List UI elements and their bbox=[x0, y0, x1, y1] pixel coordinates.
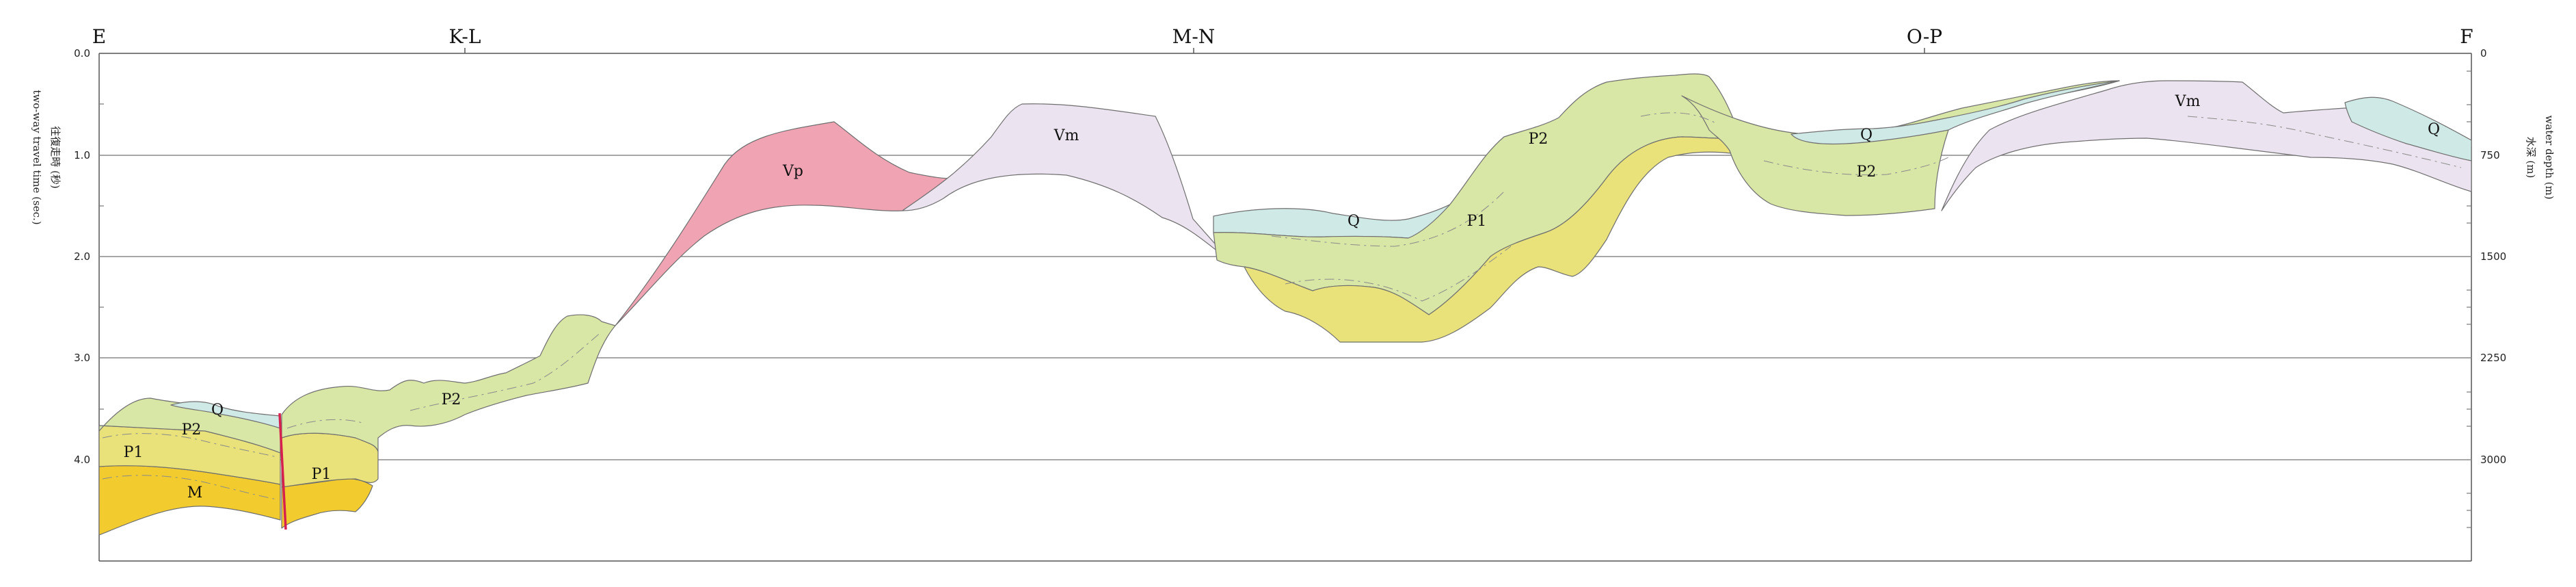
right-tick-2: 1500 bbox=[2480, 250, 2506, 263]
unit-P2-right-block bbox=[281, 314, 616, 452]
left-axis-title-en: two-way travel time (sec.) bbox=[31, 90, 43, 224]
left-tick-3: 3.0 bbox=[74, 352, 90, 364]
label-Vm-right: Vm bbox=[2175, 93, 2201, 110]
fault-line bbox=[278, 413, 287, 530]
unit-labels: Q P2 P1 M P1 P2 Vp Vm Q P1 P2 Q P2 Vm Q bbox=[124, 93, 2440, 501]
marker-ticks bbox=[464, 48, 1925, 53]
unit-P2-right bbox=[1681, 80, 2120, 216]
marker-KL: K-L bbox=[449, 25, 481, 48]
unit-Vp bbox=[615, 121, 968, 326]
section-markers: E K-L M-N O-P F bbox=[92, 25, 2473, 48]
marker-MN: M-N bbox=[1172, 25, 1216, 48]
label-P2-left: P2 bbox=[182, 421, 202, 439]
label-Q-middle: Q bbox=[1347, 213, 1360, 230]
left-axis: 0.0 1.0 2.0 3.0 4.0 往復走時 (秒) two-way tra… bbox=[31, 47, 90, 466]
unit-Q-right bbox=[1790, 80, 2120, 145]
marker-OP: O-P bbox=[1907, 25, 1942, 48]
label-P1-block: P1 bbox=[312, 466, 332, 483]
right-tick-3: 2250 bbox=[2480, 352, 2506, 364]
label-P1-middle: P1 bbox=[1467, 213, 1487, 230]
label-Q-far-right: Q bbox=[2428, 121, 2440, 138]
internal-reflectors bbox=[102, 112, 2462, 500]
left-tick-1: 1.0 bbox=[74, 149, 90, 161]
unit-Vm-middle bbox=[902, 103, 1231, 262]
unit-M-right-block bbox=[281, 478, 373, 529]
label-P2-middle: P2 bbox=[1529, 131, 1548, 148]
left-axis-title-cn: 往復走時 (秒) bbox=[49, 126, 62, 188]
marker-F: F bbox=[2460, 25, 2473, 48]
right-tick-4: 3000 bbox=[2480, 454, 2506, 466]
marker-E: E bbox=[92, 25, 106, 48]
right-axis-title-en: water depth (m) bbox=[2543, 115, 2555, 199]
label-Q-left: Q bbox=[211, 402, 224, 419]
label-P2-right: P2 bbox=[1857, 164, 1877, 181]
label-P2-block: P2 bbox=[442, 391, 461, 408]
label-Q-right: Q bbox=[1860, 127, 1873, 144]
label-M-left: M bbox=[187, 484, 203, 501]
right-tick-1: 750 bbox=[2480, 149, 2500, 161]
unit-Q-far-right bbox=[2344, 96, 2472, 161]
left-tick-0: 0.0 bbox=[74, 47, 90, 60]
label-P1-left: P1 bbox=[124, 444, 144, 461]
label-Vp: Vp bbox=[782, 163, 803, 180]
right-axis-title-cn: 水深 (m) bbox=[2525, 137, 2537, 179]
geologic-units bbox=[98, 73, 2472, 536]
label-Vm-middle: Vm bbox=[1054, 127, 1079, 144]
right-axis: 0 750 1500 2250 3000 水深 (m) water depth … bbox=[2480, 47, 2555, 466]
left-tick-4: 4.0 bbox=[74, 454, 90, 466]
right-tick-0: 0 bbox=[2480, 47, 2487, 60]
left-tick-2: 2.0 bbox=[74, 250, 90, 263]
